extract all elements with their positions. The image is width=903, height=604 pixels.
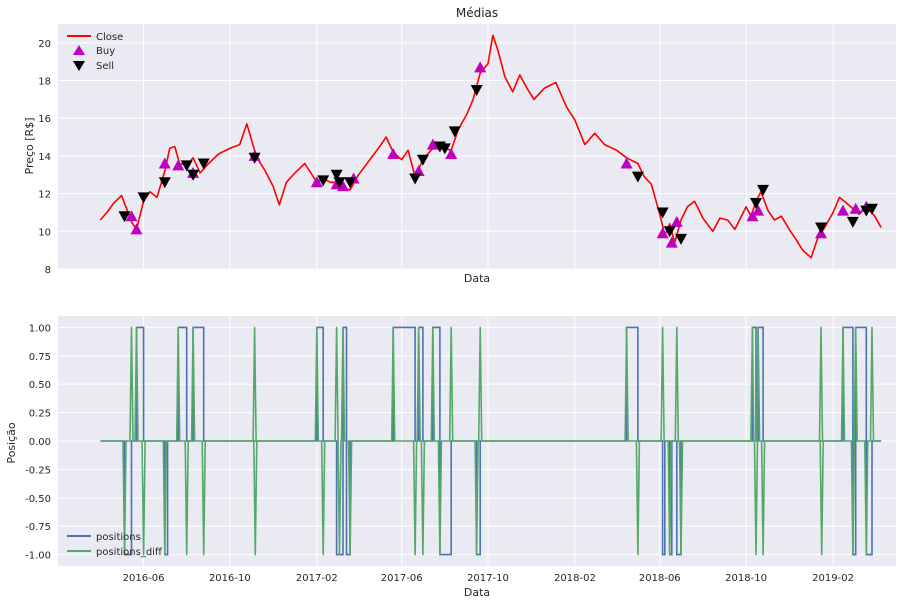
buy-marker bbox=[746, 210, 759, 222]
bottom-y-axis-label: Posição bbox=[5, 422, 18, 464]
top-y-tick-label: 8 bbox=[45, 265, 51, 276]
positions-diff-line bbox=[100, 326, 882, 556]
sell-marker bbox=[757, 184, 770, 196]
sell-marker bbox=[333, 177, 346, 189]
sell-marker bbox=[317, 175, 330, 187]
sell-marker bbox=[416, 154, 429, 166]
sell-marker bbox=[865, 203, 878, 215]
bottom-x-axis-label: Data bbox=[464, 586, 490, 599]
top-series bbox=[99, 34, 882, 259]
bottom-y-tick-labels: 1.00 0.75 0.50 0.25 0.00 -0.25 -0.50 -0.75 -1.00 bbox=[25, 323, 51, 561]
buy-marker bbox=[752, 204, 765, 216]
top-plot-area bbox=[58, 24, 896, 269]
sell-marker bbox=[330, 169, 343, 181]
x-tick-label: 2017-10 bbox=[467, 573, 509, 584]
buy-marker bbox=[849, 202, 862, 214]
sell-marker bbox=[749, 198, 762, 210]
top-y-tick-label: 12 bbox=[38, 190, 51, 201]
x-tick-label: 2016-10 bbox=[209, 573, 251, 584]
top-y-tick-label: 14 bbox=[38, 152, 51, 163]
legend-sell-label: Sell bbox=[96, 61, 114, 72]
top-chart-title: Médias bbox=[456, 6, 498, 20]
sell-marker bbox=[187, 169, 200, 181]
sell-marker bbox=[409, 173, 422, 185]
sell-marker bbox=[344, 177, 357, 189]
legend-positions-diff-label: positions_diff bbox=[96, 547, 163, 558]
sell-marker bbox=[663, 226, 676, 238]
buy-marker bbox=[387, 148, 400, 160]
x-tick-label: 2019-02 bbox=[812, 573, 854, 584]
legend-sell-marker bbox=[73, 61, 85, 71]
top-y-tick-label: 20 bbox=[38, 39, 51, 50]
sell-marker bbox=[180, 160, 193, 172]
x-tick-label: 2017-06 bbox=[381, 573, 423, 584]
top-y-tick-label: 16 bbox=[38, 114, 51, 125]
x-tick-label: 2016-06 bbox=[123, 573, 165, 584]
top-y-axis-label: Preço [R$] bbox=[23, 118, 36, 175]
buy-marker bbox=[336, 180, 349, 192]
legend-buy-marker bbox=[73, 45, 85, 55]
close-price-line bbox=[99, 34, 882, 259]
sell-marker bbox=[118, 211, 131, 223]
x-tick-label: 2017-02 bbox=[296, 573, 338, 584]
bottom-legend: positions positions_diff bbox=[67, 532, 163, 558]
buy-marker bbox=[670, 215, 683, 227]
buy-marker bbox=[130, 223, 143, 235]
bottom-y-tick-label: 1.00 bbox=[29, 323, 51, 334]
sell-marker bbox=[470, 84, 483, 96]
top-y-tick-labels: 8 10 12 14 16 18 20 bbox=[38, 39, 51, 276]
sell-marker bbox=[197, 158, 210, 170]
buy-marker bbox=[172, 159, 185, 171]
sell-marker bbox=[438, 143, 451, 155]
buy-marker bbox=[412, 165, 425, 176]
sell-marker bbox=[656, 207, 669, 219]
sell-marker bbox=[248, 152, 261, 164]
buy-marker bbox=[836, 204, 849, 216]
buy-marker bbox=[125, 210, 138, 222]
top-legend: Close Buy Sell bbox=[67, 32, 123, 72]
bottom-series bbox=[100, 326, 882, 556]
buy-marker bbox=[426, 138, 439, 150]
sell-marker bbox=[631, 171, 644, 183]
sell-marker bbox=[675, 233, 688, 245]
bottom-chart: 1.00 0.75 0.50 0.25 0.00 -0.25 -0.50 -0.75 -1.00… bbox=[5, 316, 896, 599]
top-x-axis-label: Data bbox=[464, 272, 490, 285]
bottom-y-tick-label: -0.75 bbox=[25, 522, 51, 533]
legend-positions-label: positions bbox=[96, 532, 141, 543]
top-y-tick-label: 18 bbox=[38, 77, 51, 88]
bottom-x-tick-labels: 2016-06 2016-10 2017-02 2017-06 2017-10 2018-… bbox=[123, 573, 854, 584]
bottom-y-tick-label: -0.25 bbox=[25, 465, 51, 476]
sell-marker bbox=[448, 126, 461, 138]
buy-marker bbox=[665, 236, 678, 248]
buy-marker bbox=[310, 176, 323, 188]
sell-marker bbox=[815, 222, 828, 234]
bottom-y-tick-label: 0.25 bbox=[29, 409, 51, 420]
sell-marker bbox=[137, 192, 150, 204]
buy-marker bbox=[445, 148, 458, 160]
x-tick-label: 2018-10 bbox=[725, 573, 767, 584]
bottom-y-tick-label: -1.00 bbox=[25, 551, 51, 562]
top-y-tick-label: 10 bbox=[38, 227, 51, 238]
top-chart: 8 10 12 14 16 18 20 Médias Data Preço [R$] Clo… bbox=[23, 6, 896, 285]
buy-marker bbox=[158, 157, 171, 169]
buy-marker bbox=[656, 227, 669, 239]
sell-marker bbox=[158, 177, 171, 189]
buy-marker bbox=[474, 61, 487, 73]
sell-marker bbox=[846, 216, 859, 228]
bottom-y-tick-label: 0.00 bbox=[29, 437, 51, 448]
legend-close-label: Close bbox=[96, 32, 123, 43]
legend-buy-label: Buy bbox=[96, 46, 115, 57]
bottom-y-tick-label: 0.50 bbox=[29, 380, 51, 391]
bottom-y-tick-label: 0.75 bbox=[29, 352, 51, 363]
x-tick-label: 2018-02 bbox=[554, 573, 596, 584]
bottom-y-tick-label: -0.50 bbox=[25, 494, 51, 505]
top-gridlines bbox=[58, 24, 896, 270]
buy-marker bbox=[620, 157, 633, 169]
x-tick-label: 2018-06 bbox=[639, 573, 681, 584]
